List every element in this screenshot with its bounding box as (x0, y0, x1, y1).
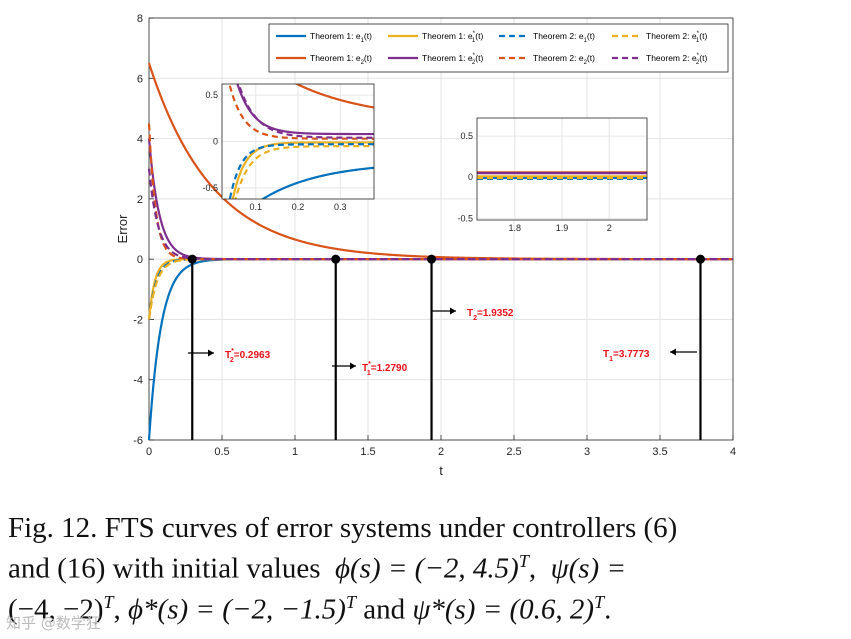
figure-caption: Fig. 12. FTS curves of error systems und… (8, 512, 846, 626)
inset-left-series (231, 141, 374, 199)
inset-x-tick-label: 1.9 (556, 223, 569, 233)
inset-left: 0.1 0.2 0.3 -0.5 0 0.5 (202, 83, 375, 212)
settling-time-label: T1=3.7773 (603, 349, 650, 363)
legend-entry-label: Theorem 2: e* 1(t) (646, 31, 707, 44)
error-chart: 0 0.5 1 1.5 2 2.5 3 3.5 4 -6 -4 -2 0 2 4 6 8 t Error T* 2=0.… (115, 13, 736, 478)
caption-and: and (363, 593, 406, 626)
caption-phi: ϕ(s) = (−2, 4.5) (335, 552, 519, 585)
x-tick-label: 1 (292, 446, 298, 458)
annotation-arrow-head (208, 349, 214, 357)
inset-y-tick-label: 0.5 (205, 90, 218, 100)
inset-x-tick-label: 0.3 (334, 202, 347, 212)
y-tick-label: 8 (137, 13, 143, 25)
x-tick-label: 0 (146, 446, 152, 458)
y-tick-label: -6 (133, 435, 143, 447)
caption-sup: T (103, 591, 114, 612)
legend-entry-label: Theorem 2: e* 2(t) (646, 53, 707, 66)
x-tick-label: 2.5 (506, 446, 521, 458)
x-tick-label: 1.5 (360, 446, 375, 458)
caption-sup: T (518, 551, 529, 571)
annotation-arrow-head (450, 307, 456, 315)
annotation-arrow-head (670, 348, 676, 356)
legend-entry-label: Theorem 1: e2(t) (310, 53, 372, 66)
y-axis-label: Error (115, 214, 130, 244)
inset-x-tick-label: 0.2 (292, 202, 305, 212)
inset-left-series (228, 143, 374, 199)
y-tick-label: 2 (137, 194, 143, 206)
x-tick-label: 0.5 (214, 446, 229, 458)
inset-left-series (228, 84, 374, 140)
caption-psi-star: ψ*(s) = (0.6, 2) (412, 593, 595, 626)
inset-y-tick-label: 0.5 (460, 131, 473, 141)
inset-left-series (234, 145, 374, 199)
inset-left-series (260, 166, 374, 199)
inset-x-tick-label: 1.8 (509, 223, 522, 233)
inset-y-tick-label: 0 (213, 137, 218, 147)
x-tick-label: 3 (584, 446, 590, 458)
inset-series-group (228, 84, 374, 199)
x-tick-label: 4 (730, 446, 736, 458)
inset-left-series (294, 84, 374, 109)
inset-left-series (237, 84, 374, 139)
watermark: 知乎 @数学狂 (6, 614, 101, 632)
inset-right-box (476, 117, 648, 221)
inset-y-tick-label: -0.5 (457, 213, 473, 223)
y-tick-label: 4 (137, 134, 143, 146)
legend-entry-label: Theorem 2: e1(t) (533, 31, 595, 44)
annotation-arrow-head (350, 362, 356, 370)
series-line (147, 168, 733, 261)
y-tick-label: 6 (137, 73, 143, 85)
settling-time-label: T* 1=1.2790 (362, 361, 408, 377)
legend-entry-label: Theorem 1: e* 1(t) (422, 31, 483, 44)
settling-time-point (427, 254, 437, 264)
y-tick-label: -4 (133, 375, 143, 387)
y-tick-label: 0 (137, 254, 143, 266)
x-tick-label: 2 (438, 446, 444, 458)
caption-sup: T (594, 591, 605, 612)
caption-psi: ψ(s) = (550, 552, 627, 585)
inset-y-tick-label: 0 (468, 172, 473, 182)
legend: Theorem 1: e1(t) Theorem 1: e* 1(t) Theorem… (268, 23, 729, 73)
legend-entry-label: Theorem 1: e1(t) (310, 31, 372, 44)
inset-y-tick-label: -0.5 (202, 183, 218, 193)
legend-entry-label: Theorem 2: e2(t) (533, 53, 595, 66)
settling-time-point (695, 254, 705, 264)
caption-phi-star: ϕ*(s) = (−2, −1.5) (128, 593, 346, 626)
caption-line-2: and (16) with initial values ϕ(s) = (−2,… (8, 551, 627, 585)
caption-psi-value: (−4, −2) (8, 593, 104, 626)
inset-x-tick-label: 2 (607, 223, 612, 233)
inset-right: 1.8 1.9 2 -0.5 0 0.5 (457, 117, 648, 233)
settling-time-label: T* 2=0.2963 (225, 348, 271, 364)
settling-time-point (187, 254, 197, 264)
caption-sup: T (345, 591, 356, 612)
y-tick-label: -2 (133, 314, 143, 326)
caption-line-3: (−4, −2)T, ϕ*(s) = (−2, −1.5)T and ψ*(s)… (8, 591, 612, 626)
x-tick-label: 3.5 (652, 446, 667, 458)
x-axis-label: t (439, 463, 443, 478)
settling-time-point (331, 254, 341, 264)
settling-time-label: T2=1.9352 (467, 308, 514, 322)
caption-line-1: Fig. 12. FTS curves of error systems und… (8, 512, 678, 544)
legend-entry-label: Theorem 1: e* 2(t) (422, 53, 483, 66)
series-group (147, 62, 733, 441)
legend-box (268, 23, 729, 73)
inset-left-box (221, 83, 375, 200)
caption-line-2-text: and (16) with initial values (8, 552, 321, 585)
inset-x-tick-label: 0.1 (250, 202, 263, 212)
inset-series-group (477, 171, 647, 180)
